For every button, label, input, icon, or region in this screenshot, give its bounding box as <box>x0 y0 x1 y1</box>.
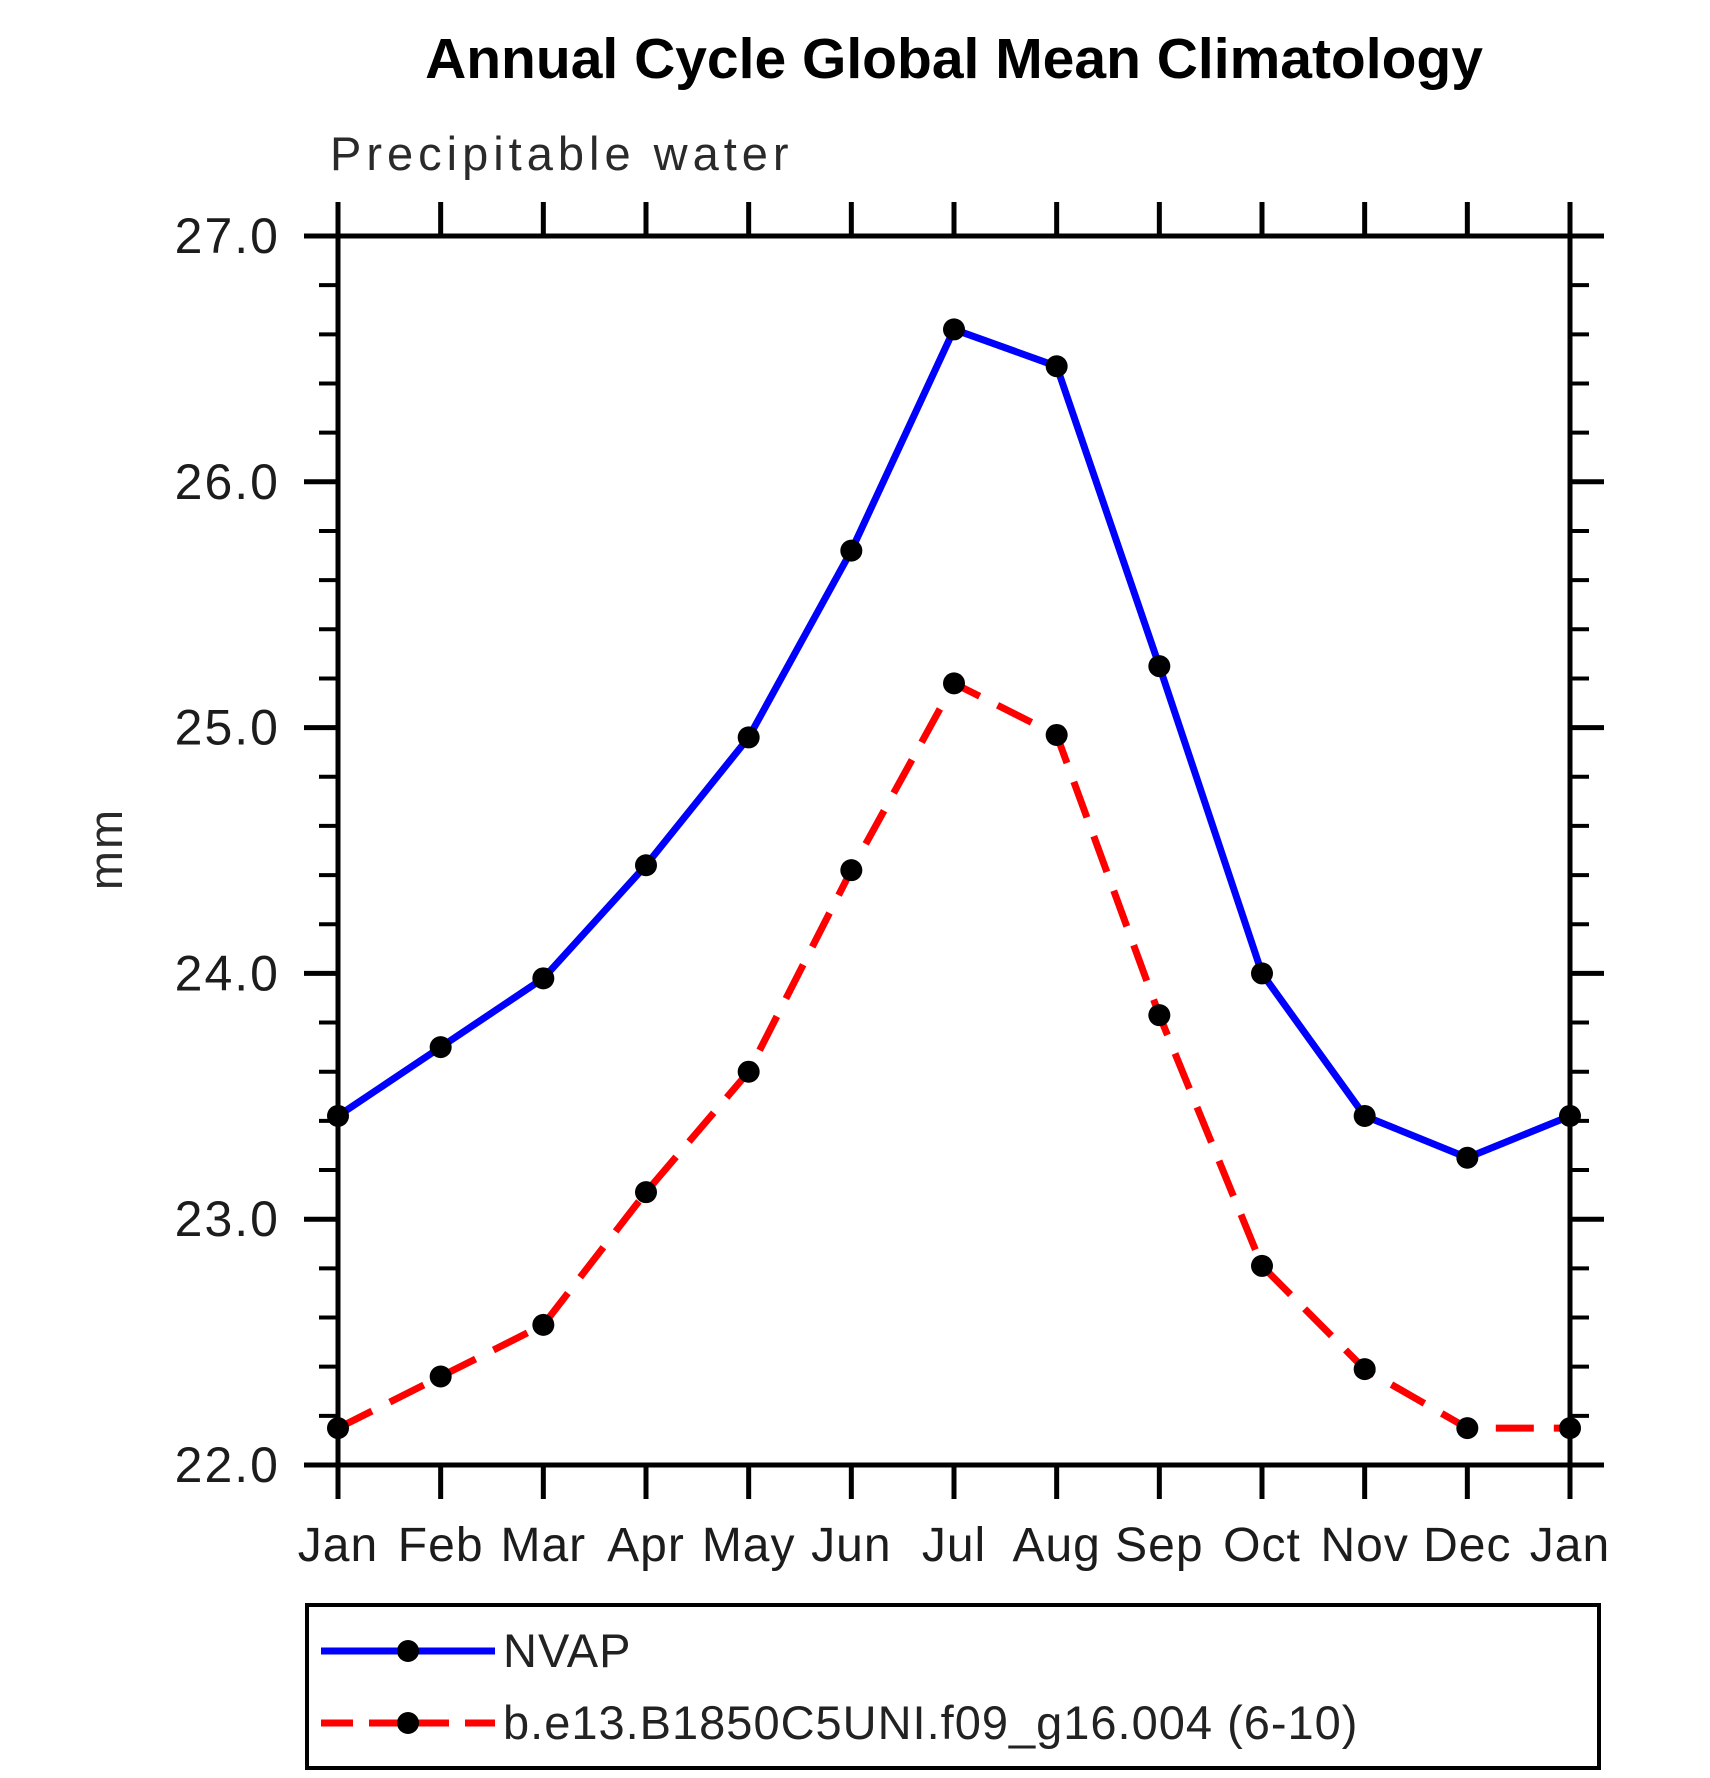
legend-marker-circle <box>397 1639 419 1662</box>
x-tick-label: Mar <box>500 1519 586 1572</box>
data-point-0-7 <box>1045 355 1068 378</box>
data-point-1-11 <box>1456 1417 1479 1440</box>
data-point-1-7 <box>1045 723 1068 746</box>
x-tick-label: Oct <box>1223 1519 1301 1572</box>
x-tick-label: Sep <box>1115 1519 1203 1572</box>
data-point-1-0 <box>327 1417 349 1440</box>
x-tick-label: Jan <box>298 1519 378 1572</box>
y-tick-label: 26.0 <box>175 454 280 510</box>
x-tick-label: Dec <box>1423 1519 1511 1572</box>
y-tick-label: 23.0 <box>175 1191 280 1247</box>
x-tick-label: Jul <box>922 1519 986 1572</box>
data-point-1-1 <box>429 1365 452 1388</box>
x-tick-label: Jan <box>1530 1519 1610 1572</box>
data-point-1-5 <box>840 859 863 882</box>
legend-label-model: b.e13.B1850C5UNI.f09_g16.004 (6-10) <box>503 1696 1359 1749</box>
data-point-1-3 <box>635 1181 657 1204</box>
legend-box: NVAP b.e13.B1850C5UNI.f09_g16.004 (6-10) <box>305 1603 1601 1770</box>
legend-key-solid-line <box>321 1639 495 1662</box>
x-tick-label: Nov <box>1320 1519 1408 1572</box>
data-point-1-6 <box>943 672 965 695</box>
y-tick-label: 27.0 <box>175 208 280 264</box>
series-line-0 <box>336 325 1572 1162</box>
y-tick-label: 25.0 <box>175 700 280 756</box>
data-point-0-12 <box>1559 1104 1581 1127</box>
series-line-1 <box>336 678 1570 1432</box>
plot-frame <box>335 233 1573 1468</box>
data-point-0-3 <box>635 854 657 877</box>
data-point-1-9 <box>1251 1254 1273 1277</box>
chart-subtitle: Precipitable water <box>330 127 794 180</box>
data-point-0-4 <box>737 726 760 749</box>
data-point-0-1 <box>429 1036 452 1059</box>
chart-title: Annual Cycle Global Mean Climatology <box>425 27 1483 91</box>
data-point-1-12 <box>1559 1417 1581 1440</box>
data-point-0-0 <box>327 1104 349 1127</box>
legend-label-nvap: NVAP <box>503 1624 632 1677</box>
y-tick-label: 22.0 <box>175 1437 280 1493</box>
legend-key-dashed-line <box>321 1711 495 1734</box>
data-point-1-8 <box>1148 1004 1171 1027</box>
y-tick-label: 24.0 <box>175 945 280 1001</box>
legend-marker-circle <box>397 1711 419 1734</box>
x-tick-label: Feb <box>398 1519 484 1572</box>
data-point-0-10 <box>1353 1104 1376 1127</box>
x-tick-label: May <box>702 1519 796 1572</box>
x-tick-label: Jun <box>811 1519 891 1572</box>
x-tick-label: Aug <box>1012 1519 1100 1572</box>
data-point-0-2 <box>532 967 555 990</box>
data-point-1-2 <box>532 1313 555 1336</box>
data-point-1-10 <box>1353 1358 1376 1381</box>
data-point-0-8 <box>1148 655 1171 678</box>
data-point-0-6 <box>943 318 965 341</box>
legend-item-nvap: NVAP <box>313 1624 1597 1677</box>
data-point-0-9 <box>1251 962 1273 985</box>
x-tick-label: Apr <box>607 1519 685 1572</box>
data-point-0-5 <box>840 539 863 562</box>
data-point-0-11 <box>1456 1146 1479 1169</box>
data-point-1-4 <box>737 1060 760 1083</box>
legend-item-model: b.e13.B1850C5UNI.f09_g16.004 (6-10) <box>313 1696 1597 1749</box>
